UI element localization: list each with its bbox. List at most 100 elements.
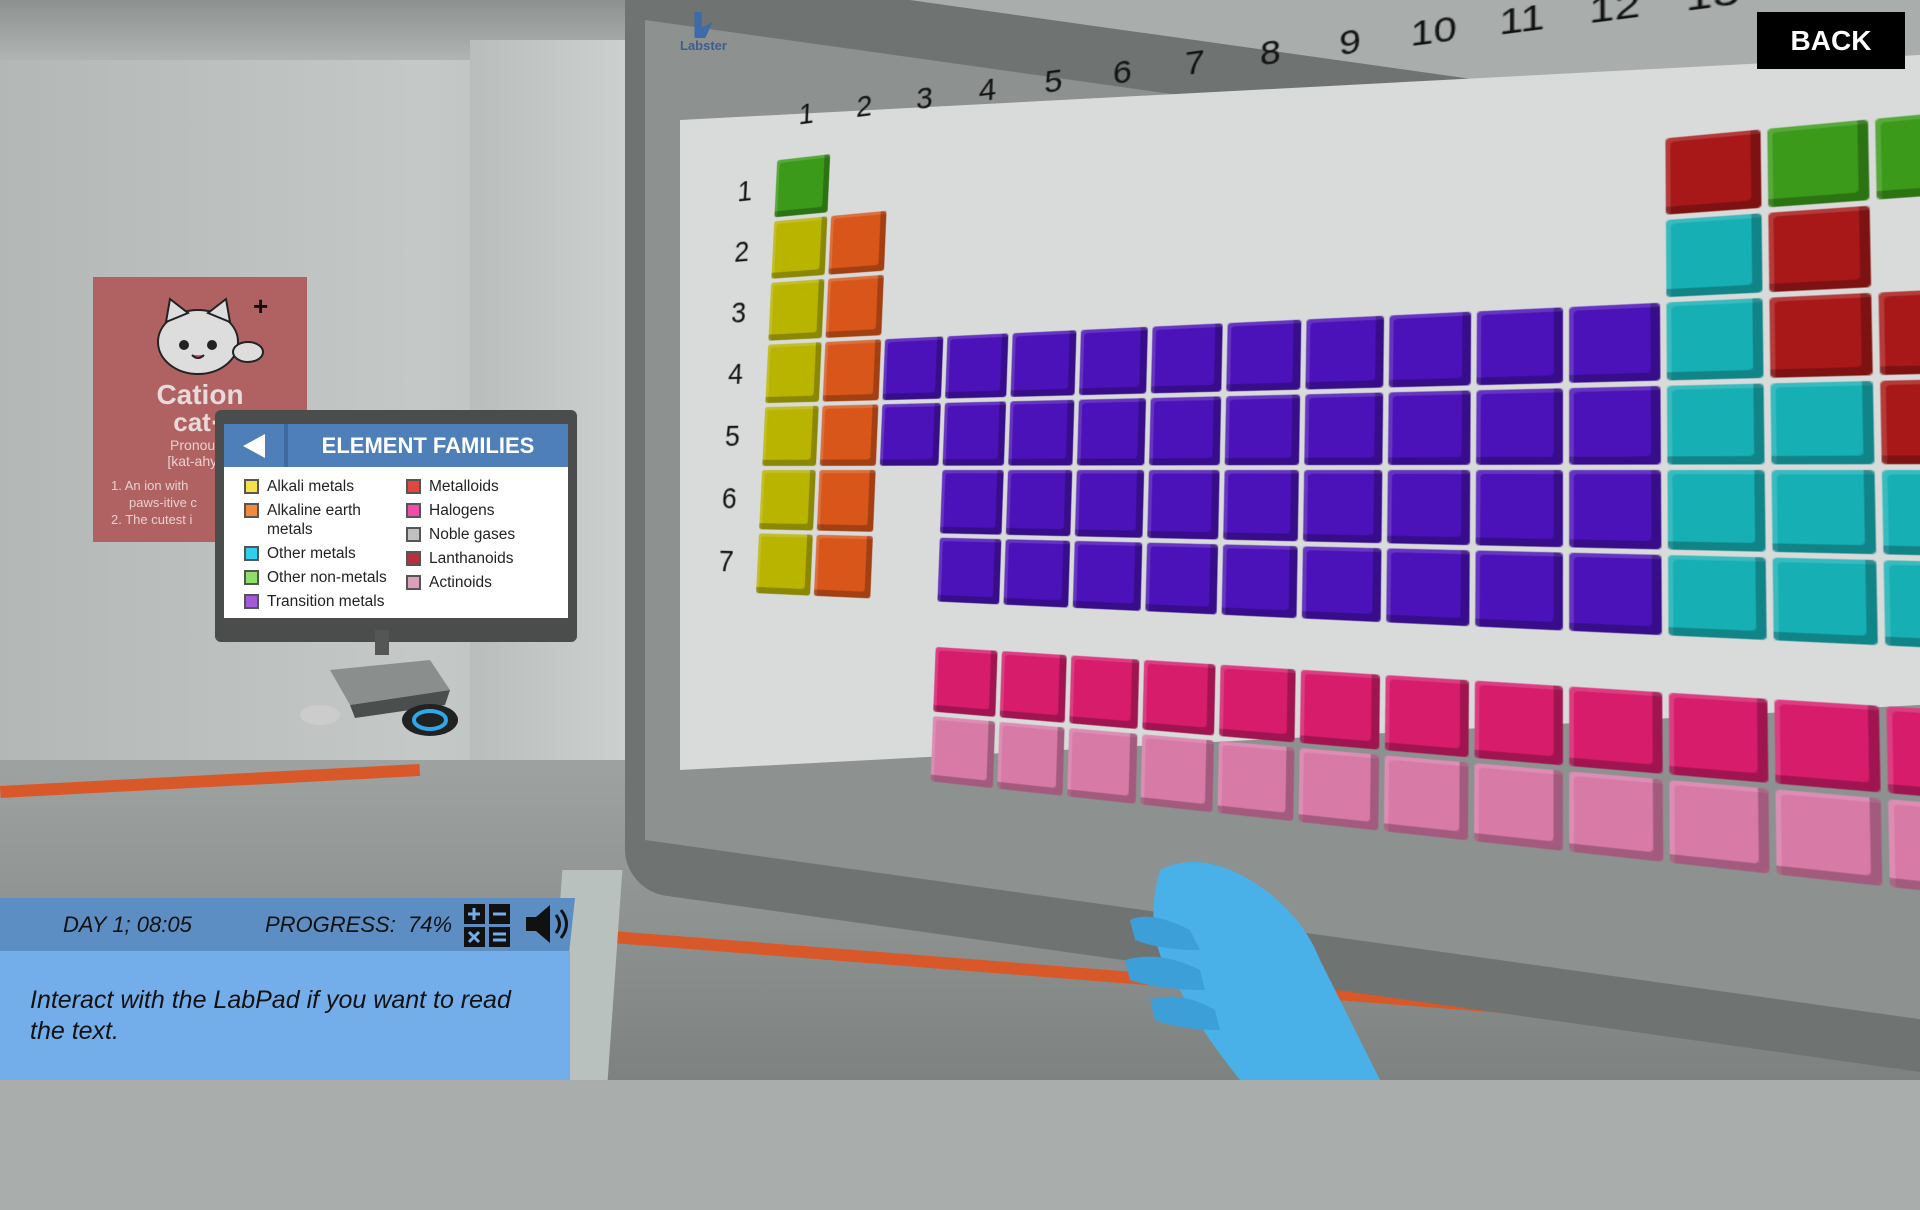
element-cell[interactable]	[1069, 655, 1140, 730]
element-cell[interactable]	[825, 274, 884, 338]
element-cell[interactable]	[930, 716, 996, 789]
element-cell[interactable]	[1219, 664, 1296, 743]
legend-label: Noble gases	[429, 526, 516, 543]
element-cell[interactable]	[939, 470, 1004, 535]
poster-title: Cation	[156, 379, 244, 410]
element-cell[interactable]	[1772, 557, 1878, 646]
element-cell[interactable]	[1003, 539, 1071, 608]
element-cell[interactable]	[774, 154, 831, 218]
element-cell[interactable]	[1665, 129, 1762, 215]
element-cell[interactable]	[1386, 548, 1470, 627]
element-cell[interactable]	[1669, 780, 1770, 874]
legend-item: Metalloids	[406, 477, 568, 496]
element-cell[interactable]	[1569, 385, 1661, 465]
element-cell[interactable]	[942, 401, 1007, 466]
element-cell[interactable]	[1769, 292, 1873, 378]
element-cell[interactable]	[756, 533, 813, 596]
element-cell[interactable]	[1768, 205, 1872, 293]
element-cell[interactable]	[1010, 330, 1077, 397]
element-cell[interactable]	[1668, 692, 1769, 784]
element-cell[interactable]	[1569, 686, 1663, 775]
back-button[interactable]: BACK	[1757, 12, 1905, 69]
element-cell[interactable]	[1474, 680, 1563, 766]
element-cell[interactable]	[1476, 388, 1563, 465]
element-cell[interactable]	[1301, 546, 1382, 623]
element-cell[interactable]	[759, 470, 816, 531]
element-cell[interactable]	[1767, 119, 1870, 208]
speaker-icon[interactable]	[524, 903, 570, 945]
element-cell[interactable]	[1149, 396, 1222, 466]
element-cell[interactable]	[1569, 552, 1662, 636]
legend-back-button[interactable]	[224, 424, 288, 467]
element-cell[interactable]	[937, 537, 1002, 605]
element-cell[interactable]	[1217, 741, 1295, 822]
element-cell[interactable]	[1226, 319, 1302, 392]
element-cell[interactable]	[945, 333, 1009, 399]
element-cell[interactable]	[1666, 297, 1764, 381]
element-cell[interactable]	[1886, 706, 1920, 803]
element-cell[interactable]	[1569, 470, 1662, 550]
element-cell[interactable]	[1298, 748, 1380, 831]
element-cell[interactable]	[1384, 675, 1469, 758]
element-cell[interactable]	[1667, 470, 1766, 552]
element-cell[interactable]	[822, 339, 882, 402]
element-cell[interactable]	[1224, 394, 1301, 466]
element-cell[interactable]	[765, 342, 822, 404]
element-cell[interactable]	[1774, 699, 1881, 793]
element-cell[interactable]	[1875, 108, 1920, 200]
element-cell[interactable]	[1145, 542, 1219, 615]
element-cell[interactable]	[1299, 669, 1381, 750]
element-cell[interactable]	[999, 651, 1067, 724]
element-cell[interactable]	[1474, 763, 1563, 852]
calculator-icon[interactable]	[463, 903, 511, 948]
element-cell[interactable]	[813, 534, 873, 599]
element-cell[interactable]	[1221, 544, 1298, 619]
element-cell[interactable]	[762, 405, 819, 466]
element-cell[interactable]	[1475, 550, 1563, 631]
element-cell[interactable]	[1387, 390, 1471, 465]
element-cell[interactable]	[1142, 660, 1216, 736]
element-cell[interactable]	[819, 404, 879, 466]
element-cell[interactable]	[1666, 383, 1765, 465]
element-cell[interactable]	[1305, 315, 1385, 390]
element-cell[interactable]	[1771, 470, 1877, 555]
element-cell[interactable]	[1883, 560, 1920, 651]
element-cell[interactable]	[1569, 771, 1664, 863]
element-cell[interactable]	[1476, 307, 1563, 386]
element-cell[interactable]	[1005, 470, 1073, 537]
element-cell[interactable]	[1569, 302, 1661, 383]
element-cell[interactable]	[1878, 287, 1920, 376]
element-cell[interactable]	[1388, 311, 1472, 388]
element-cell[interactable]	[933, 647, 998, 718]
element-cell[interactable]	[1072, 540, 1143, 611]
element-cell[interactable]	[1881, 470, 1920, 557]
element-cell[interactable]	[768, 279, 825, 341]
element-cell[interactable]	[828, 210, 887, 275]
element-cell[interactable]	[1079, 326, 1148, 396]
element-cell[interactable]	[882, 336, 944, 401]
element-cell[interactable]	[1074, 470, 1145, 538]
element-cell[interactable]	[1076, 398, 1147, 466]
element-cell[interactable]	[1775, 789, 1883, 887]
element-cell[interactable]	[1008, 399, 1075, 466]
element-cell[interactable]	[1665, 213, 1763, 298]
element-cell[interactable]	[771, 216, 828, 279]
element-cell[interactable]	[1475, 470, 1563, 548]
element-cell[interactable]	[1303, 470, 1383, 544]
element-cell[interactable]	[1387, 470, 1471, 546]
element-cell[interactable]	[1140, 734, 1214, 813]
element-cell[interactable]	[1304, 392, 1384, 466]
element-cell[interactable]	[1223, 470, 1299, 542]
element-cell[interactable]	[1880, 378, 1920, 465]
element-cell[interactable]	[997, 722, 1065, 797]
element-cell[interactable]	[1888, 799, 1920, 900]
element-cell[interactable]	[1067, 728, 1138, 805]
element-cell[interactable]	[1667, 555, 1767, 640]
element-cell[interactable]	[816, 470, 876, 532]
element-cell[interactable]	[1150, 323, 1223, 394]
legend-header: ELEMENT FAMILIES	[224, 424, 568, 467]
element-cell[interactable]	[879, 402, 941, 466]
element-cell[interactable]	[1770, 380, 1875, 465]
element-cell[interactable]	[1147, 470, 1220, 540]
element-cell[interactable]	[1383, 755, 1469, 841]
